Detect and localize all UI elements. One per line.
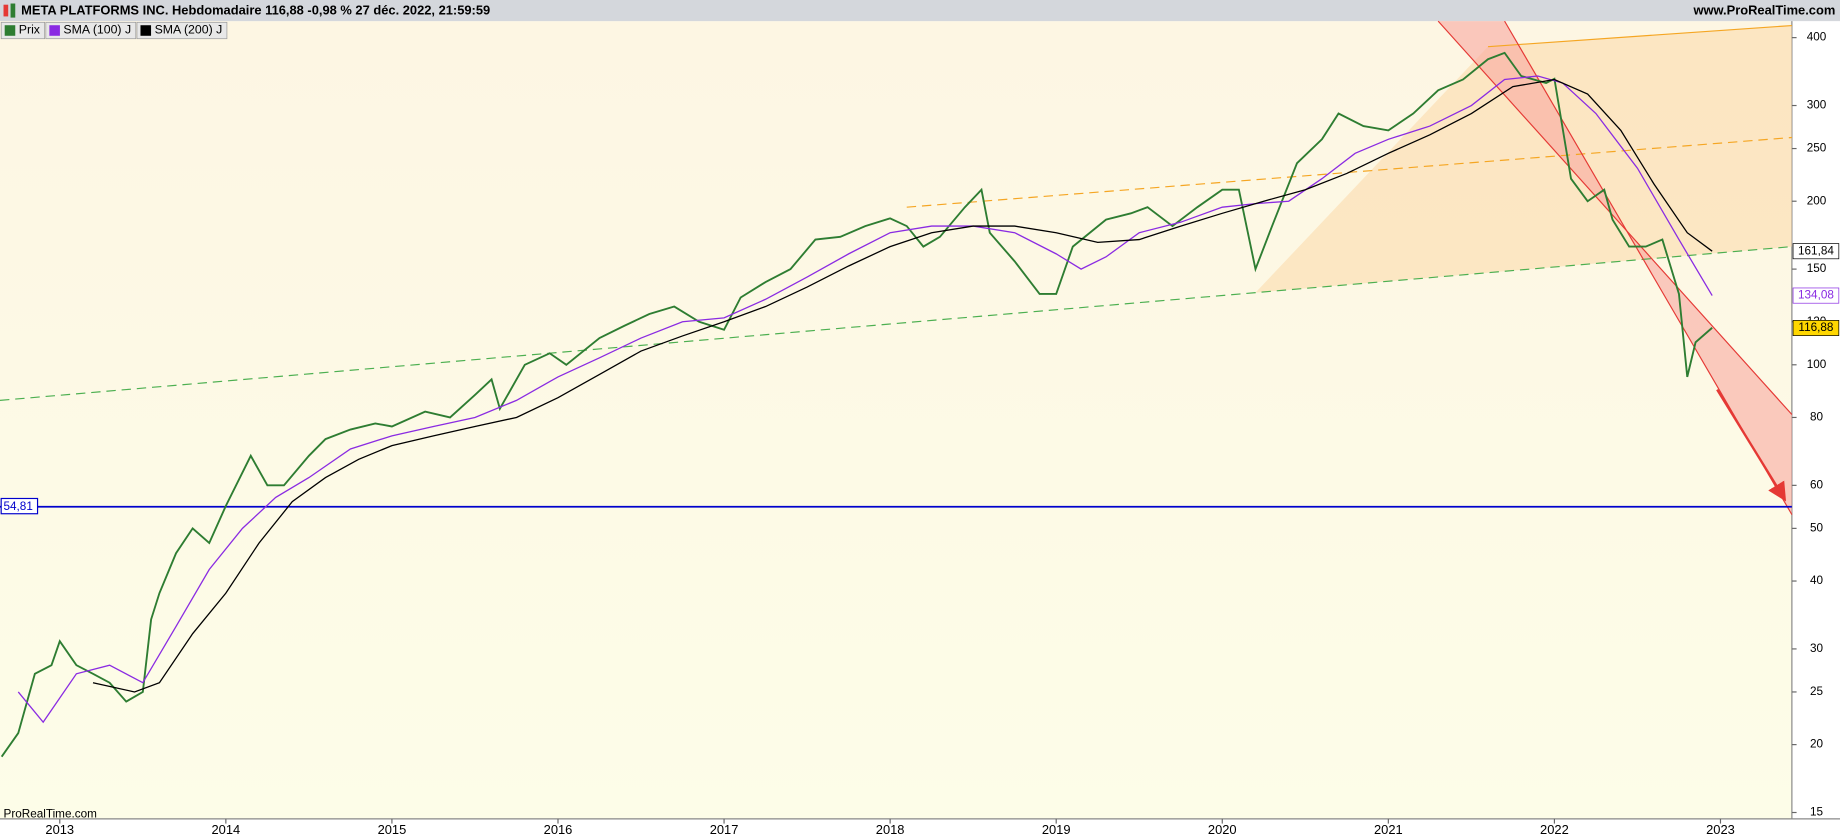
header-bar — [0, 0, 1840, 22]
x-tick-label: 2014 — [212, 822, 241, 837]
legend-swatch — [4, 25, 16, 36]
trend-line — [1487, 24, 1792, 48]
legend-swatch — [49, 25, 60, 36]
y-tick-label: 40 — [1810, 574, 1824, 587]
x-tick-label: 2019 — [1042, 822, 1071, 837]
price-tag — [1792, 243, 1840, 260]
price-tag-label: 161,84 — [1798, 244, 1834, 257]
watermark: ProRealTime.com — [4, 807, 97, 820]
source: www.ProRealTime.com — [1692, 3, 1835, 18]
y-tick-label: 400 — [1807, 31, 1827, 44]
x-tick-label: 2022 — [1540, 822, 1569, 837]
legend-entry: Prix — [0, 21, 46, 40]
legend-entry: SMA (200) J — [136, 21, 228, 40]
y-tick-label: 150 — [1807, 262, 1827, 275]
y-tick-label: 100 — [1807, 358, 1827, 371]
y-tick-label: 25 — [1810, 685, 1824, 698]
price-tag — [1792, 320, 1840, 336]
y-tick-label: 60 — [1810, 478, 1824, 491]
legend-label: Prix — [19, 23, 41, 37]
y-tick-label: 50 — [1810, 521, 1824, 534]
series-line — [0, 51, 1713, 758]
legend-label: SMA (200) J — [155, 23, 223, 37]
price-tag-label: 134,08 — [1798, 289, 1834, 302]
y-tick-label: 30 — [1810, 642, 1824, 655]
y-tick-label: 20 — [1810, 738, 1824, 751]
series-line — [92, 78, 1713, 693]
trend-line — [0, 246, 1792, 401]
legend-swatch — [140, 25, 152, 36]
legend-entry: SMA (100) J — [45, 21, 137, 40]
trend-line — [1437, 20, 1793, 415]
header-icon — [3, 4, 9, 17]
x-tick-label: 2016 — [544, 822, 573, 837]
y-tick-label: 300 — [1807, 99, 1827, 112]
x-tick-label: 2021 — [1374, 822, 1403, 837]
legend-box — [136, 21, 228, 40]
header-icon — [10, 3, 16, 18]
series-line — [17, 75, 1713, 724]
chart-title: META PLATFORMS INC. Hebdomadaire 116,88 … — [21, 3, 490, 18]
legend-label: SMA (100) J — [63, 23, 131, 37]
price-tag — [1792, 287, 1840, 304]
y-tick-label: 15 — [1810, 806, 1824, 819]
legend-box — [45, 21, 137, 40]
y-tick-label: 250 — [1807, 142, 1827, 155]
x-tick-label: 2018 — [876, 822, 905, 837]
y-tick-label: 200 — [1807, 194, 1827, 207]
x-tick-label: 2023 — [1706, 822, 1735, 837]
x-tick-label: 2013 — [45, 822, 74, 837]
x-tick-label: 2015 — [378, 822, 407, 837]
hline-label: 54,81 — [4, 500, 33, 513]
arrow — [1716, 389, 1787, 502]
price-tag-label: 116,88 — [1798, 321, 1833, 334]
y-tick-label: 80 — [1810, 411, 1824, 424]
x-tick-label: 2017 — [710, 822, 739, 837]
hline-tag — [0, 497, 39, 515]
x-tick-label: 2020 — [1208, 822, 1237, 837]
